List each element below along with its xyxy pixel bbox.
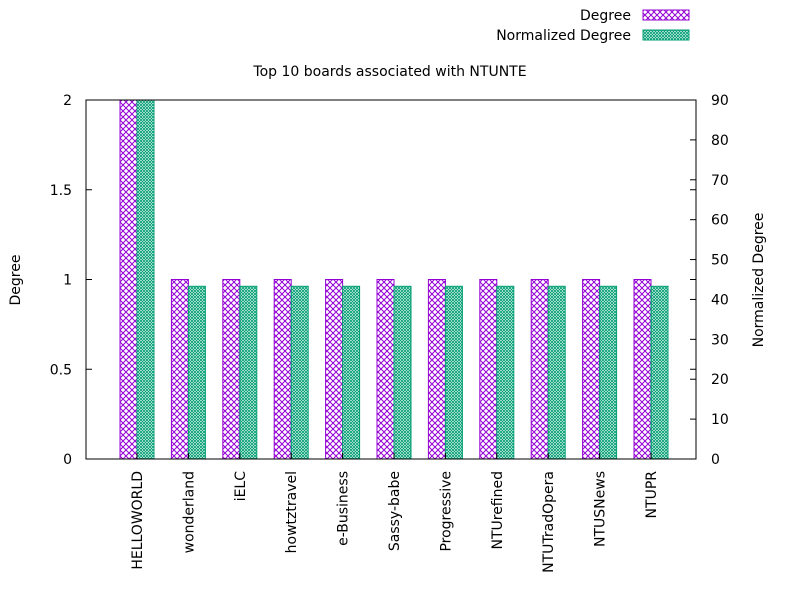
y2-tick-label: 80 (711, 133, 729, 149)
legend-swatch (642, 29, 690, 41)
y-tick-label: 0.5 (50, 362, 72, 378)
bar-normalized-degree (290, 285, 309, 460)
x-tick-label: howtztravel (284, 471, 300, 553)
bar-normalized-degree (650, 285, 669, 460)
bar-normalized-degree (599, 285, 618, 460)
y2-tick-label: 60 (711, 213, 729, 229)
x-tick-label: NTUSNews (593, 471, 609, 547)
bar-degree (582, 279, 601, 460)
x-tick-label: wonderland (181, 471, 197, 553)
y2-tick-label: 40 (711, 292, 729, 308)
chart-title: Top 10 boards associated with NTUNTE (252, 64, 526, 80)
bar-degree (170, 279, 189, 460)
bar-normalized-degree (547, 285, 566, 460)
y-tick-label: 2 (63, 93, 72, 109)
bar-degree (530, 279, 549, 460)
y-tick-label: 0 (63, 452, 72, 468)
bar-normalized-degree (496, 285, 515, 460)
y2-tick-label: 50 (711, 253, 729, 269)
bar-normalized-degree (239, 285, 258, 460)
y2-tick-label: 0 (711, 452, 720, 468)
bar-degree (222, 279, 241, 460)
y2-axis-label: Normalized Degree (751, 213, 767, 348)
x-tick-label: e-Business (336, 471, 352, 546)
legend: Degree Normalized Degree (496, 8, 690, 44)
bar-degree (325, 279, 344, 460)
legend-swatch (642, 9, 690, 21)
bar-degree (427, 279, 446, 460)
x-tick-label: iELC (233, 471, 249, 502)
bar-normalized-degree (393, 285, 412, 460)
y2-tick-label: 30 (711, 332, 729, 348)
bar-degree (376, 279, 395, 460)
bar-degree (479, 279, 498, 460)
legend-label: Degree (580, 8, 631, 24)
y2-tick-label: 90 (711, 93, 729, 109)
x-tick-label: NTUrefined (490, 471, 506, 550)
y-axis-label: Degree (8, 255, 24, 306)
y-tick-label: 1 (63, 273, 72, 289)
legend-label: Normalized Degree (496, 28, 631, 44)
x-tick-label: NTUPR (644, 471, 660, 519)
y-tick-label: 1.5 (50, 183, 72, 199)
y2-tick-label: 20 (711, 372, 729, 388)
bar-degree (273, 279, 292, 460)
bar-degree (633, 279, 652, 460)
x-tick-label: Progressive (438, 471, 454, 552)
x-tick-label: Sassy-babe (387, 471, 403, 551)
y2-tick-label: 70 (711, 173, 729, 189)
bar-normalized-degree (187, 285, 206, 460)
x-tick-label: NTUTradOpera (541, 471, 557, 573)
bar-degree (119, 99, 138, 460)
y2-tick-label: 10 (711, 412, 729, 428)
bars (119, 99, 669, 460)
bar-normalized-degree (342, 285, 361, 460)
x-tick-label: HELLOWORLD (130, 471, 146, 570)
bar-normalized-degree (136, 99, 155, 460)
bar-normalized-degree (444, 285, 463, 460)
